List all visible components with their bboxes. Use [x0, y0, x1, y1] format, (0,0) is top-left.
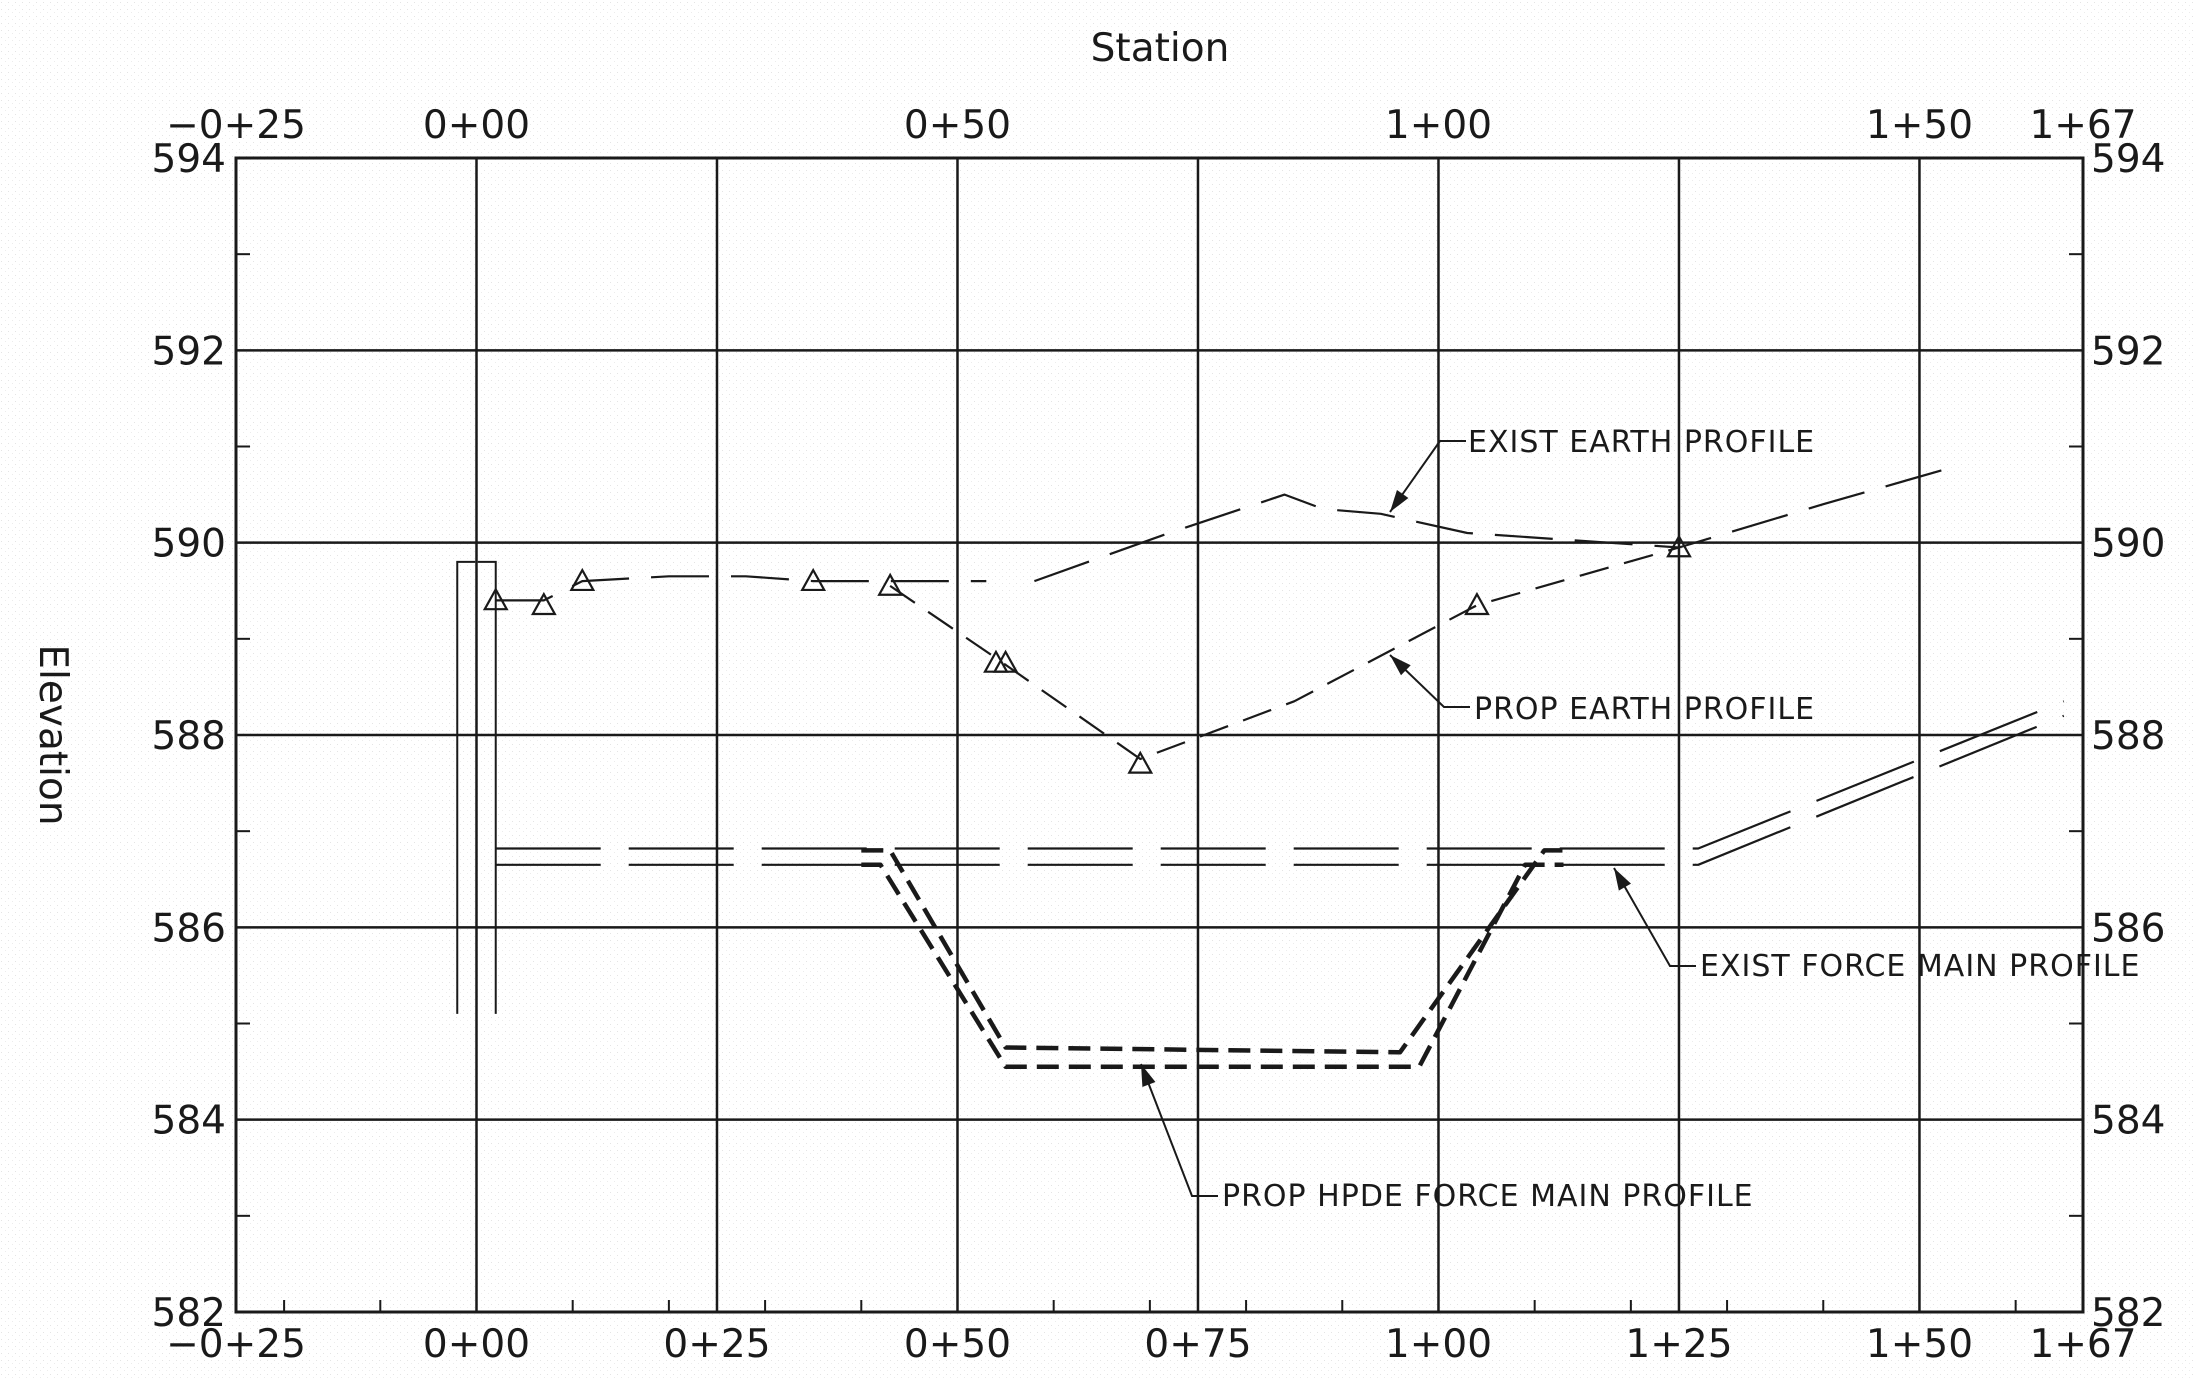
structure-wall-right: [477, 560, 497, 1014]
survey-point-marker: [877, 572, 904, 596]
y-axis-title: Elevation: [30, 644, 75, 825]
x-axis-title: Station: [1091, 26, 1230, 71]
exist-force-main-profile-leader: [1613, 867, 1696, 967]
annotation-prop-hpde-force-main-profile: PROP HPDE FORCE MAIN PROFILE: [1222, 1179, 1754, 1214]
x-tick-label-bottom: 1+67: [2029, 1322, 2136, 1367]
annotation-prop-earth-profile: PROP EARTH PROFILE: [1474, 692, 1815, 727]
y-tick-label-left: 588: [152, 714, 226, 759]
plot-frame: [234, 156, 2085, 1314]
survey-point-marker: [530, 591, 557, 616]
x-tick-label-bottom: 1+25: [1625, 1322, 1732, 1367]
exist-force-main-profile-arrowhead: [1614, 868, 1631, 891]
x-tick-label-bottom: 0+00: [423, 1322, 530, 1367]
structure-wall: [456, 551, 497, 1014]
survey-point-marker: [1127, 750, 1154, 774]
series-exist-earth-profile-1: [1034, 464, 1959, 583]
y-tick-label-left: 584: [152, 1099, 226, 1144]
leaders: [1140, 440, 1696, 1197]
survey-point-marker: [482, 587, 509, 611]
x-tick-label-bottom: 0+50: [904, 1322, 1011, 1367]
x-tick-label-top: 0+00: [423, 103, 530, 148]
series-prop-hpde-force-main-profile-5: [861, 848, 1564, 1055]
exist-earth-profile-arrowhead: [1390, 489, 1409, 512]
y-tick-label-left: 592: [152, 329, 226, 374]
y-tick-label-left: 590: [152, 522, 226, 567]
x-tick-label-bottom: 0+75: [1144, 1322, 1251, 1367]
x-tick-label-top: 1+67: [2029, 103, 2136, 148]
y-tick-label-right: 594: [2091, 137, 2165, 182]
x-tick-label-bottom: 1+00: [1385, 1322, 1492, 1367]
y-tick-label-right: 590: [2091, 522, 2165, 567]
minor-ticks: [236, 253, 2083, 1312]
tick-labels: 582 582 584 584 586 586 588 588 590 590 592 592 594 5…: [152, 103, 2166, 1367]
annotation-exist-force-main-profile: EXIST FORCE MAIN PROFILE: [1700, 949, 2140, 984]
series-group: [495, 464, 2065, 1070]
y-tick-label-left: 582: [152, 1291, 226, 1336]
y-tick-label-left: 594: [152, 137, 226, 182]
x-tick-label-top: −0+25: [166, 103, 306, 148]
survey-point-marker: [800, 567, 827, 592]
exist-earth-profile-leader: [1389, 440, 1466, 513]
survey-point-marker: [992, 649, 1019, 673]
prop-hpde-force-main-profile-arrowhead: [1141, 1064, 1156, 1088]
y-tick-label-right: 586: [2091, 906, 2165, 951]
y-tick-label-right: 588: [2091, 714, 2165, 759]
series-prop-earth-profile-2: [889, 546, 1680, 761]
y-tick-label-left: 586: [152, 906, 226, 951]
structure-wall-left: [456, 560, 476, 1014]
x-tick-label-bottom: 0+25: [663, 1322, 770, 1367]
prop-earth-profile-leader: [1389, 654, 1470, 708]
x-tick-label-top: 1+00: [1385, 103, 1492, 148]
x-tick-label-bottom: −0+25: [166, 1322, 306, 1367]
prop-earth-profile-arrowhead: [1390, 655, 1411, 676]
series-exist-force-main-profile-4: [495, 714, 2065, 866]
annotations: EXIST EARTH PROFILE PROP EARTH PROFILE E…: [1222, 425, 2140, 1214]
x-tick-label-top: 1+50: [1866, 103, 1973, 148]
y-tick-label-right: 584: [2091, 1099, 2165, 1144]
x-tick-label-bottom: 1+50: [1866, 1322, 1973, 1367]
annotation-exist-earth-profile: EXIST EARTH PROFILE: [1468, 425, 1815, 460]
series-prop-hpde-force-main-profile-6: [861, 862, 1564, 1070]
survey-point-marker: [1666, 534, 1692, 558]
grid: [234, 156, 2085, 1314]
series-exist-force-main-profile-3: [495, 700, 2065, 850]
survey-points: [482, 534, 1692, 774]
prop-hpde-force-main-profile-leader: [1140, 1063, 1218, 1197]
x-tick-label-top: 0+50: [904, 103, 1011, 148]
y-tick-label-right: 592: [2091, 329, 2165, 374]
y-tick-label-right: 582: [2091, 1291, 2165, 1336]
survey-point-marker: [569, 567, 596, 592]
survey-point-marker: [1464, 591, 1490, 616]
series-exist-earth-profile-0: [495, 575, 987, 602]
